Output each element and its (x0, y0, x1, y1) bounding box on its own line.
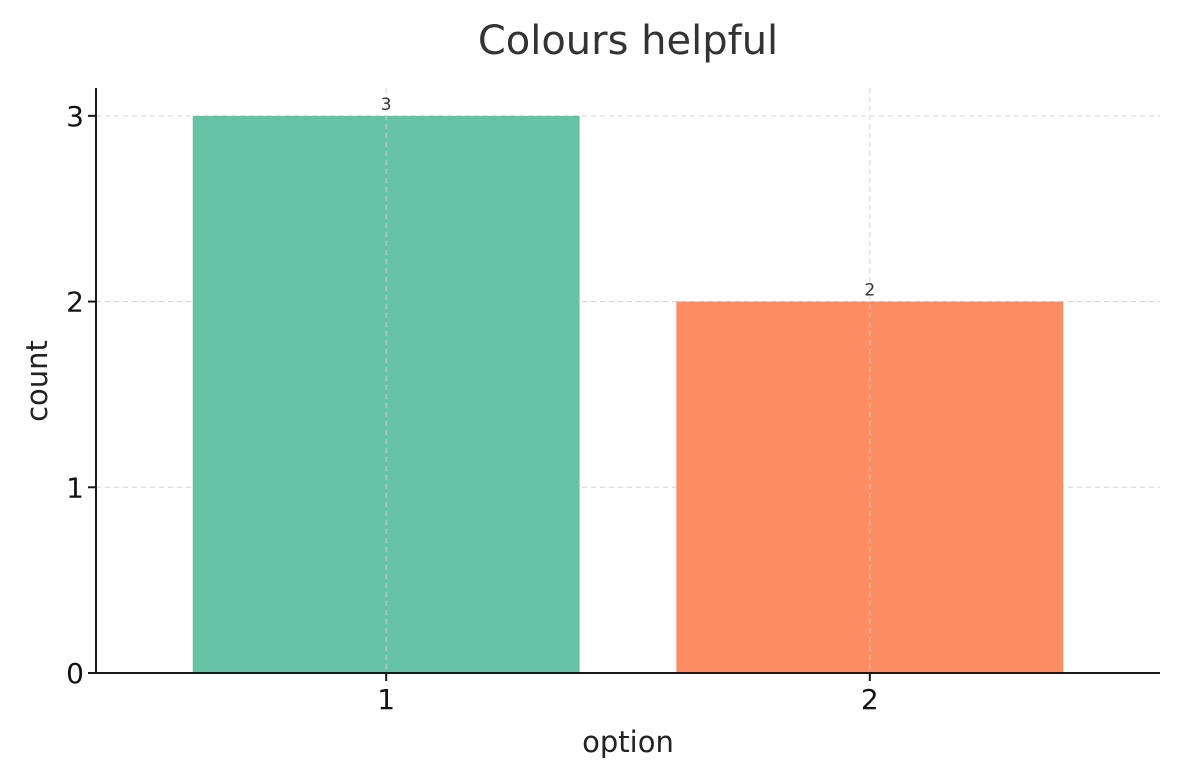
data-label-1: 3 (381, 95, 392, 115)
data-label-2: 2 (864, 281, 875, 301)
bars (192, 115, 1064, 674)
axes: 0 1 2 3 1 2 (66, 88, 1160, 716)
y-tick-label: 1 (66, 471, 84, 504)
y-axis-label: count (20, 340, 54, 422)
x-axis-label: option (582, 725, 674, 759)
data-labels: 32 (381, 88, 875, 673)
y-tick-label: 3 (66, 100, 84, 133)
x-tick-label: 1 (377, 683, 395, 716)
y-tick-label: 2 (66, 286, 84, 319)
chart-title: Colours helpful (478, 18, 778, 64)
x-tick-label: 2 (861, 683, 879, 716)
y-tick-label: 0 (66, 657, 84, 690)
